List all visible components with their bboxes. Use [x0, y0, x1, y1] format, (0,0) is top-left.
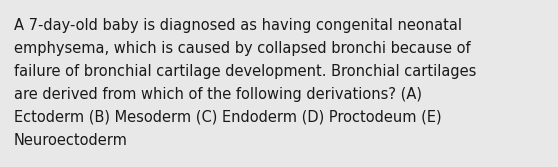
Text: Ectoderm (B) Mesoderm (C) Endoderm (D) Proctodeum (E): Ectoderm (B) Mesoderm (C) Endoderm (D) P… [14, 110, 441, 125]
Text: are derived from which of the following derivations? (A): are derived from which of the following … [14, 87, 422, 102]
Text: Neuroectoderm: Neuroectoderm [14, 133, 128, 148]
Text: A 7-day-old baby is diagnosed as having congenital neonatal: A 7-day-old baby is diagnosed as having … [14, 18, 462, 33]
Text: emphysema, which is caused by collapsed bronchi because of: emphysema, which is caused by collapsed … [14, 41, 470, 56]
Text: failure of bronchial cartilage development. Bronchial cartilages: failure of bronchial cartilage developme… [14, 64, 477, 79]
